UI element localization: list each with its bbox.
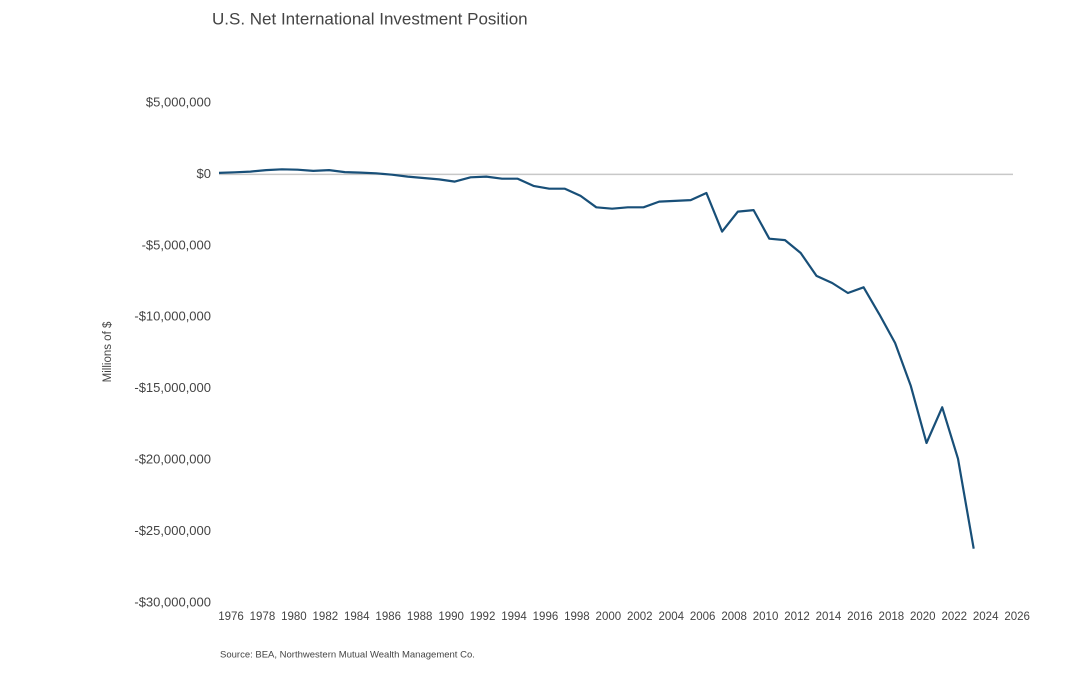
x-tick-label: 2012 [784,611,810,623]
x-tick-label: 2004 [658,611,684,623]
x-tick-label: 2026 [1004,611,1030,623]
source: Source: BEA, Northwestern Mutual Wealth … [220,650,475,661]
x-tick-label: 1976 [218,611,244,623]
x-tick-label: 2000 [596,611,622,623]
chart-title: U.S. Net International Investment Positi… [212,9,528,28]
x-tick-label: 1984 [344,611,370,623]
x-tick-label: 1982 [313,611,339,623]
x-tick-label: 2008 [721,611,747,623]
y-axis-title: Millions of $ [102,321,114,382]
y-tick-label: -$5,000,000 [142,237,211,252]
y-tick-label: $5,000,000 [146,94,211,109]
x-tick-label: 2010 [753,611,779,623]
x-tick-label: 1992 [470,611,496,623]
x-tick-label: 2020 [910,611,936,623]
y-tick-label: -$30,000,000 [134,594,211,609]
y-tick-label: -$20,000,000 [134,452,211,467]
data-line [218,168,975,549]
y-tick-label: -$15,000,000 [134,380,211,395]
x-tick-label: 1988 [407,611,433,623]
x-tick-label: 2006 [690,611,716,623]
x-tick-label: 1996 [533,611,559,623]
x-tick-label: 1998 [564,611,590,623]
x-tick-label: 1994 [501,611,527,623]
y-tick-label: $0 [197,166,211,181]
x-tick-label: 2002 [627,611,653,623]
x-tick-label: 2014 [816,611,842,623]
x-tick-label: 1990 [438,611,464,623]
x-tick-label: 2016 [847,611,873,623]
y-tick-label: -$25,000,000 [134,523,211,538]
x-tick-label: 2018 [879,611,905,623]
x-tick-label: 2022 [941,611,967,623]
x-tick-label: 1986 [375,611,401,623]
x-tick-label: 1978 [250,611,276,623]
y-tick-label: -$10,000,000 [134,309,211,324]
x-tick-label: 2024 [973,611,999,623]
x-tick-label: 1980 [281,611,307,623]
